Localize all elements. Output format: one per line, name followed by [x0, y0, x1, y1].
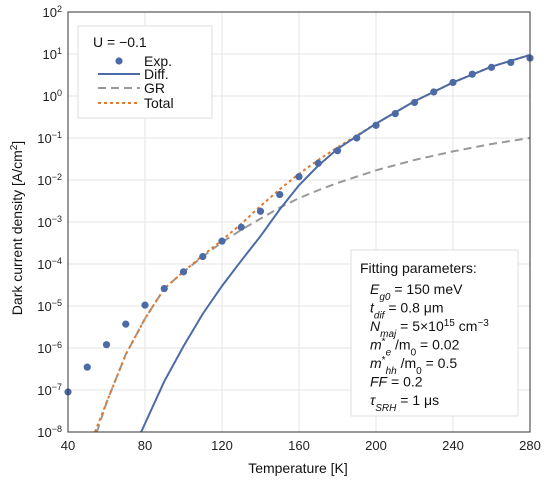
- plot-frame: [67, 11, 531, 433]
- point-exp: [353, 134, 361, 142]
- legend-label-diff: Diff.: [144, 66, 169, 82]
- point-exp: [507, 58, 515, 67]
- point-exp: [430, 88, 438, 96]
- y-tick-label: 10−6: [37, 340, 62, 356]
- point-exp: [256, 207, 265, 215]
- x-ticks: 40 80 120 160 200 240 280: [61, 438, 541, 453]
- y-tick-label: 10−2: [37, 172, 62, 188]
- point-exp: [102, 341, 111, 349]
- point-exp: [391, 110, 399, 118]
- point-exp: [372, 121, 380, 129]
- x-tick-label: 200: [365, 438, 387, 453]
- point-exp: [83, 363, 91, 371]
- legend-label-total: Total: [144, 95, 174, 111]
- point-exp: [314, 159, 322, 167]
- parameter-line: tdif = 0.8 μm: [370, 300, 444, 322]
- parameter-line: Nmaj = 5×1015 cm−3: [370, 318, 489, 340]
- parameter-line: m*hh /m0 = 0.5: [370, 355, 457, 377]
- y-tick-label: 101: [43, 46, 62, 62]
- parameter-line: Eg0 = 150 meV: [370, 281, 463, 303]
- point-exp: [122, 320, 130, 328]
- point-exp: [237, 223, 245, 231]
- y-tick-label: 102: [43, 4, 62, 20]
- legend: U = −0.1 Exp. Diff. GR Total: [77, 25, 213, 119]
- y-tick-label: 100: [43, 88, 62, 104]
- x-tick-label: 40: [61, 438, 75, 453]
- x-axis-title: Temperature [K]: [248, 460, 348, 476]
- y-tick-label: 10−7: [37, 382, 62, 398]
- point-exp: [487, 63, 496, 71]
- y-tick-label: 10−1: [37, 130, 62, 146]
- point-exp: [333, 147, 342, 155]
- y-tick-label: 10−5: [37, 298, 62, 314]
- y-axis-title-end: ]: [9, 141, 25, 145]
- y-ticks: 10−8 10−7 10−6 10−5 10−4 10−3 10−2 10−1 100 101 10…: [37, 4, 62, 440]
- x-tick-label: 80: [138, 438, 152, 453]
- parameters-title: Fitting parameters:: [360, 260, 477, 276]
- parameter-line: τSRH = 1 μs: [370, 392, 439, 414]
- legend-label-exp: Exp.: [144, 53, 172, 69]
- x-tick-label: 280: [519, 438, 541, 453]
- point-exp: [410, 98, 419, 107]
- point-exp: [276, 190, 284, 199]
- point-exp: [218, 237, 226, 245]
- parameter-line: FF = 0.2: [370, 374, 423, 390]
- x-tick-label: 160: [288, 438, 310, 453]
- point-exp: [141, 301, 149, 309]
- point-exp: [295, 173, 303, 181]
- point-exp: [160, 284, 168, 293]
- legend-title: U = −0.1: [93, 34, 147, 50]
- y-tick-label: 10−4: [37, 256, 62, 272]
- y-tick-label: 10−8: [37, 424, 62, 440]
- legend-marker-exp: [115, 57, 123, 65]
- y-axis-title-sup: 2: [9, 144, 20, 150]
- point-exp: [179, 268, 188, 276]
- y-axis-title: Dark current density [A/cm2]: [9, 141, 26, 315]
- parameter-line: m*e /m0 = 0.02: [370, 336, 460, 358]
- y-tick-label: 10−3: [37, 214, 62, 230]
- point-exp: [468, 70, 476, 78]
- x-tick-label: 240: [442, 438, 464, 453]
- point-exp: [199, 253, 207, 261]
- legend-label-gr: GR: [144, 80, 165, 96]
- x-tick-label: 120: [211, 438, 233, 453]
- series-line-gr: [95, 137, 530, 432]
- parameters-frame: [350, 249, 519, 417]
- y-axis-title-main: Dark current density [A/cm: [9, 150, 25, 315]
- point-exp: [449, 78, 457, 87]
